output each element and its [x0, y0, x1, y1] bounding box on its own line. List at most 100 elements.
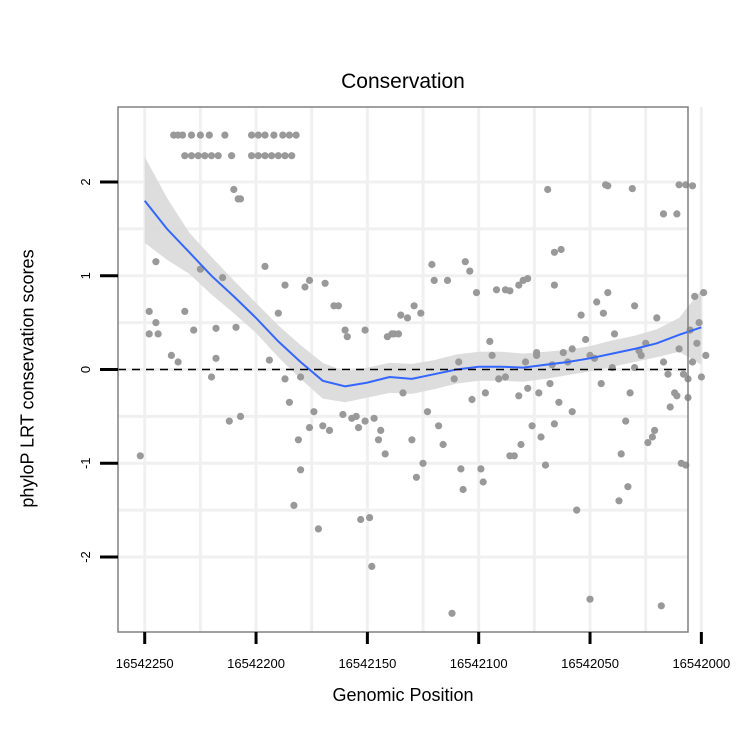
data-point: [152, 319, 160, 327]
data-point: [528, 422, 536, 430]
confidence-band: [144, 156, 702, 403]
data-point: [412, 473, 420, 481]
data-point: [352, 412, 360, 420]
data-point: [357, 515, 365, 524]
data-point: [577, 311, 585, 319]
data-point: [167, 351, 175, 359]
data-point: [555, 398, 563, 406]
data-point: [443, 276, 452, 284]
data-point: [428, 260, 436, 269]
data-point: [248, 131, 256, 139]
data-point: [145, 330, 153, 338]
data-point: [212, 324, 220, 332]
data-point: [557, 245, 565, 254]
data-point: [501, 373, 509, 381]
data-point: [325, 426, 334, 434]
data-point: [550, 420, 559, 428]
data-point: [550, 281, 559, 289]
smooth-line: [143, 200, 702, 388]
data-point: [448, 609, 456, 617]
data-point: [370, 414, 378, 422]
data-point: [693, 339, 701, 347]
data-point: [181, 152, 189, 160]
data-point: [343, 333, 351, 341]
data-point: [541, 461, 550, 469]
data-point: [207, 152, 216, 160]
data-point: [506, 287, 514, 295]
data-point: [232, 323, 240, 331]
data-point: [472, 289, 481, 297]
smooth-line-group: [143, 200, 702, 388]
data-point: [261, 262, 269, 270]
data-point: [268, 152, 276, 160]
data-point: [702, 351, 710, 359]
data-point: [599, 309, 608, 317]
data-point: [297, 373, 305, 381]
data-point: [537, 433, 545, 441]
data-point: [417, 309, 425, 317]
data-point: [468, 395, 476, 404]
data-point: [397, 311, 405, 319]
y-tick-label: 2: [78, 178, 93, 185]
data-point: [154, 330, 162, 338]
data-point: [310, 408, 318, 416]
data-point: [604, 182, 612, 190]
data-point: [207, 373, 216, 381]
data-point: [305, 424, 314, 432]
data-point: [368, 562, 376, 571]
data-point: [631, 302, 639, 310]
data-point: [700, 289, 708, 297]
data-point: [573, 506, 581, 514]
data-point: [321, 279, 329, 287]
data-point: [450, 375, 458, 383]
data-point: [314, 525, 322, 533]
data-point: [644, 439, 652, 447]
data-point: [230, 185, 238, 194]
data-point: [675, 181, 683, 189]
data-point: [254, 152, 262, 160]
data-point: [228, 152, 236, 160]
data-point: [341, 326, 349, 334]
chart-title: Conservation: [341, 70, 465, 93]
data-point: [628, 185, 636, 193]
data-point: [196, 131, 204, 139]
data-point: [265, 356, 273, 364]
data-point: [174, 358, 182, 366]
data-point: [354, 424, 363, 432]
data-point: [281, 375, 289, 383]
data-point: [439, 440, 447, 449]
data-point: [201, 152, 209, 160]
data-point: [488, 351, 496, 359]
y-tick-label: 0: [78, 366, 93, 373]
data-point: [659, 210, 668, 218]
x-tick-label: 16542050: [561, 656, 619, 671]
data-point: [423, 408, 432, 416]
data-point: [651, 426, 659, 434]
data-point: [648, 433, 657, 441]
data-point: [486, 337, 494, 345]
data-point: [288, 152, 296, 160]
data-point: [624, 483, 632, 491]
data-point: [664, 370, 672, 378]
data-point: [279, 131, 287, 139]
data-point: [261, 152, 269, 160]
y-axis: -2 -1 0 1 2: [78, 178, 118, 563]
data-point: [666, 403, 674, 411]
data-point: [517, 440, 525, 449]
data-point: [297, 466, 305, 474]
data-point: [521, 358, 530, 366]
x-tick-label: 16542000: [672, 656, 730, 671]
data-point: [550, 248, 559, 256]
data-point: [285, 131, 293, 139]
data-point: [190, 326, 198, 334]
data-point: [568, 408, 576, 416]
data-point: [294, 436, 302, 444]
data-point: [187, 152, 196, 160]
data-point: [697, 373, 706, 381]
data-point: [292, 131, 300, 139]
data-point: [281, 281, 289, 289]
data-point: [374, 436, 383, 444]
x-tick-label: 16542100: [450, 656, 508, 671]
data-point: [691, 292, 699, 300]
data-point: [546, 380, 554, 388]
